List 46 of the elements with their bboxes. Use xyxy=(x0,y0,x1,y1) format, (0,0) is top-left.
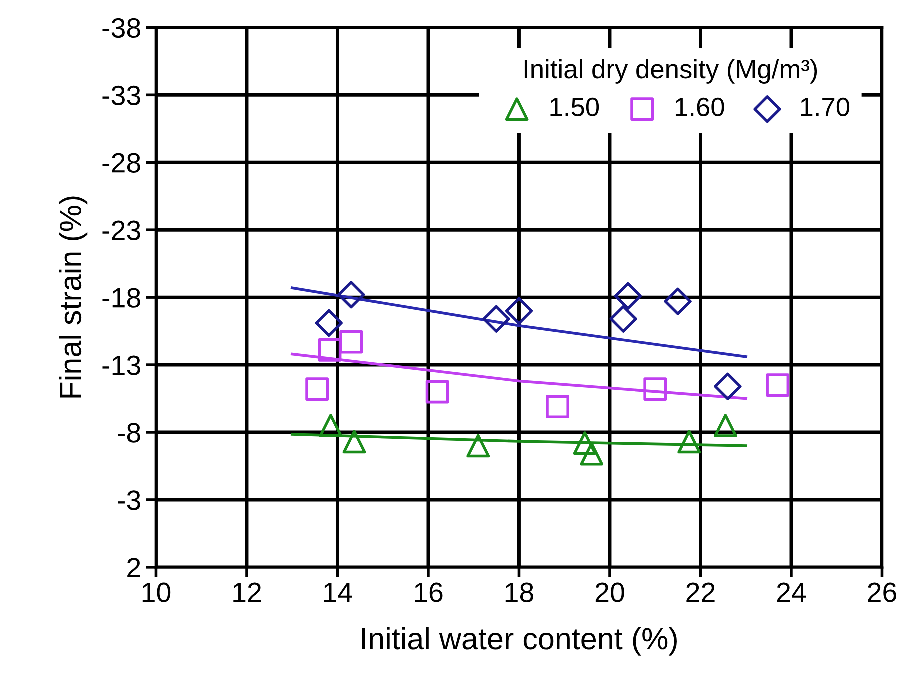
point xyxy=(714,414,738,438)
point xyxy=(610,305,638,333)
legend-label: 1.50 xyxy=(550,98,600,117)
x-axis-title: Initial water content (%) xyxy=(362,627,677,656)
point xyxy=(644,378,668,402)
y-axis-title: Final strain (%) xyxy=(59,196,88,398)
point xyxy=(318,338,342,362)
point xyxy=(340,330,364,354)
y-tick-label: -3 xyxy=(118,490,140,510)
legend-label: 1.70 xyxy=(801,98,850,117)
x-tick-label: 10 xyxy=(142,582,171,602)
y-tick-label: -28 xyxy=(102,153,140,173)
point xyxy=(306,378,330,402)
point xyxy=(505,297,534,325)
point xyxy=(714,372,742,400)
point xyxy=(338,281,366,309)
point xyxy=(614,282,642,310)
point xyxy=(319,414,343,438)
y-tick-label: -23 xyxy=(102,220,140,240)
point xyxy=(315,309,343,338)
point xyxy=(664,288,692,316)
point xyxy=(342,430,366,454)
point xyxy=(766,374,790,397)
point xyxy=(482,305,510,333)
point xyxy=(580,442,604,466)
x-tick-label: 20 xyxy=(596,582,624,602)
legend-label: 1.60 xyxy=(676,98,724,117)
point xyxy=(466,434,490,458)
x-tick-label: 22 xyxy=(686,582,715,602)
y-tick-label: -38 xyxy=(102,18,140,38)
y-tick-label: 2 xyxy=(128,558,140,578)
point xyxy=(426,380,450,404)
y-tick-label: -13 xyxy=(102,356,140,376)
x-tick-label: 18 xyxy=(506,582,534,602)
point xyxy=(546,395,570,419)
point xyxy=(678,430,702,454)
x-tick-label: 26 xyxy=(868,582,896,602)
x-tick-label: 14 xyxy=(324,583,352,602)
legend-title: Initial dry density (Mg/m³) xyxy=(524,59,818,84)
x-tick-label: 12 xyxy=(234,582,262,602)
x-tick-label: 24 xyxy=(777,582,806,602)
point xyxy=(573,432,597,455)
y-tick-label: -18 xyxy=(102,288,140,308)
y-tick-label: -8 xyxy=(118,423,140,443)
x-tick-label: 16 xyxy=(415,582,443,602)
y-tick-label: -33 xyxy=(102,86,140,106)
